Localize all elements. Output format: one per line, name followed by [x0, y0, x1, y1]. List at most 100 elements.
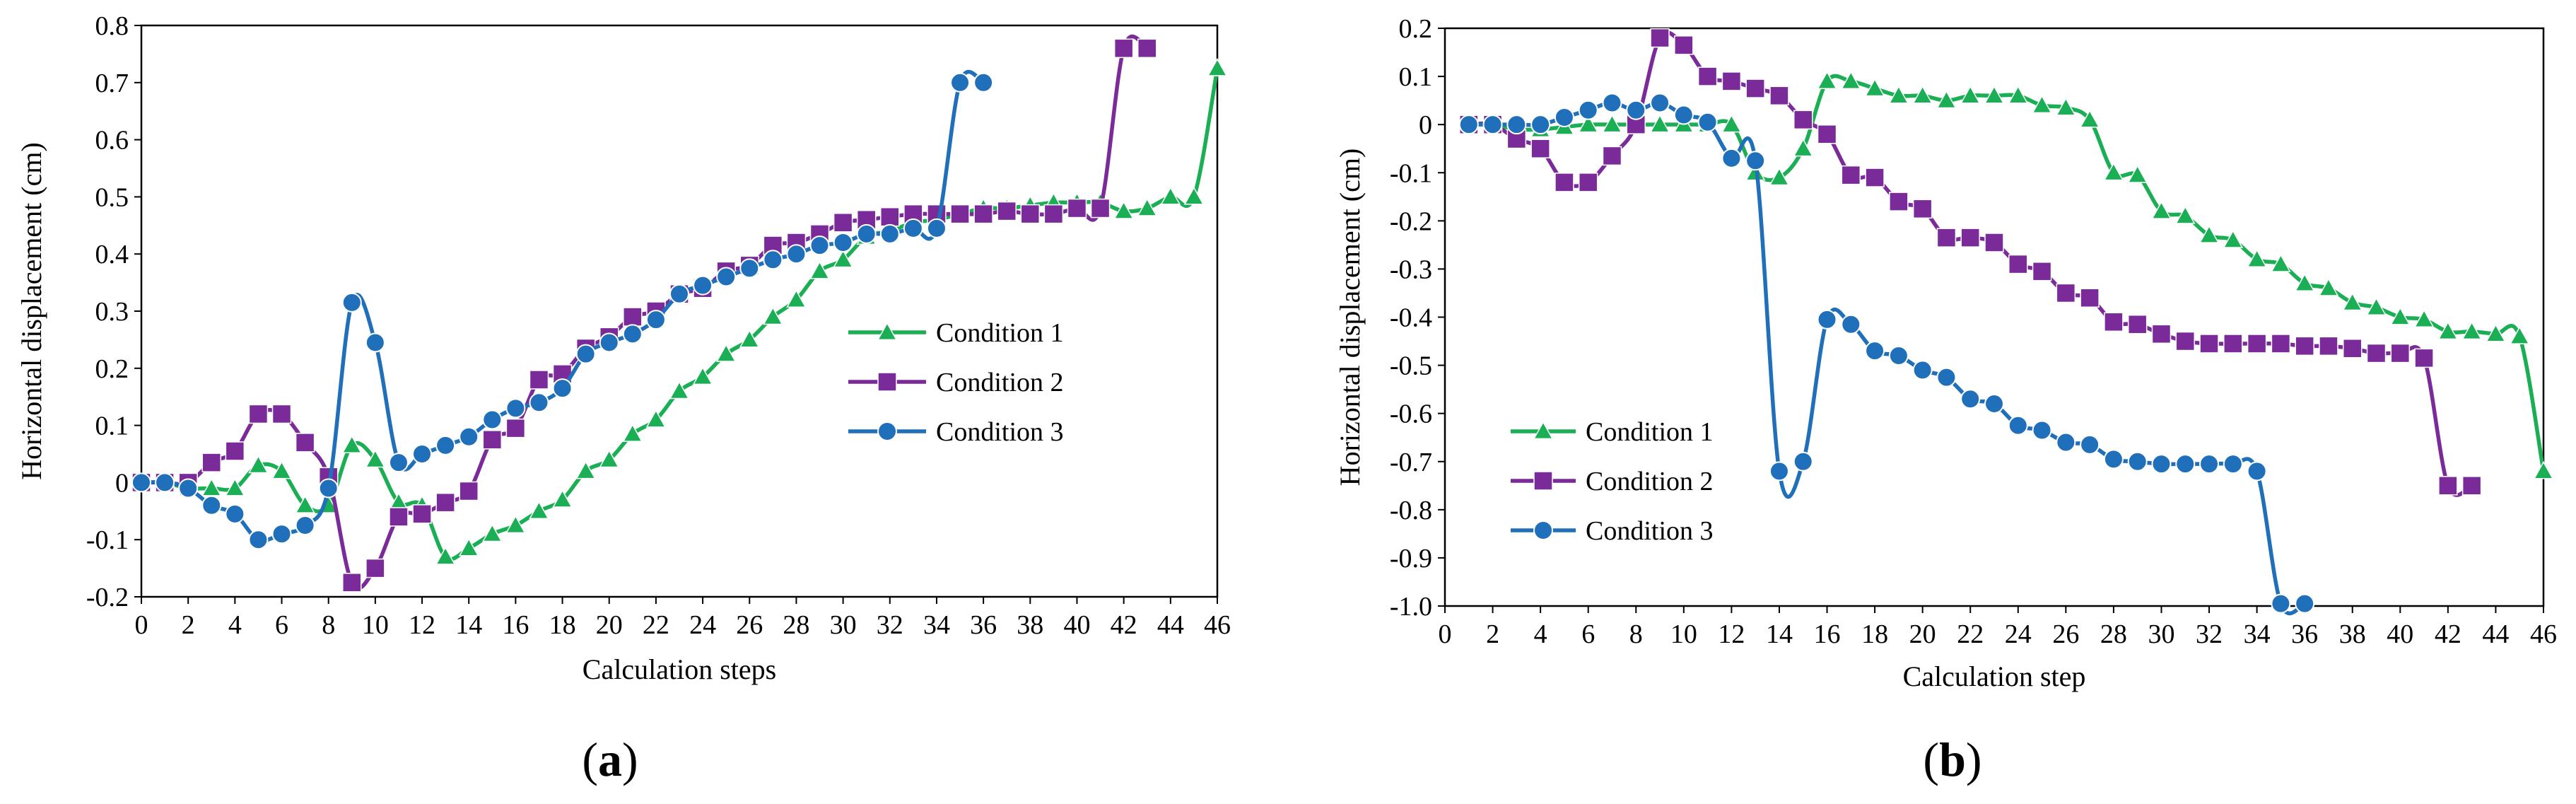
chart-b-data-point-condition-2 — [1817, 124, 1837, 144]
chart-b-data-point-condition-1 — [1936, 90, 1957, 109]
chart-a-data-point-condition-3 — [225, 503, 245, 524]
chart-b-data-point-condition-1 — [1602, 114, 1622, 133]
chart-b-data-point-condition-2 — [1960, 228, 1980, 247]
chart-b-x-tick-label: 10 — [1670, 619, 1697, 649]
chart-a-y-tick-label: 0 — [115, 468, 129, 498]
chart-a-data-point-condition-3 — [809, 235, 830, 256]
chart-a-x-tick-label: 0 — [135, 610, 148, 640]
chart-a-y-tick-label: 0.8 — [95, 11, 129, 41]
chart-b-y-tick-label: -0.2 — [1390, 206, 1432, 236]
chart-b-panel-label-paren: ) — [1966, 733, 1982, 786]
chart-b-data-point-condition-2 — [1555, 173, 1574, 192]
chart-a-data-point-condition-3 — [693, 275, 713, 296]
chart-b-data-point-condition-1 — [2103, 162, 2124, 181]
chart-b-x-tick-label: 36 — [2291, 619, 2318, 649]
chart-a-data-point-condition-1 — [225, 477, 245, 496]
chart-b-data-point-condition-1 — [2151, 201, 2172, 219]
chart-b-x-tick-label: 4 — [1534, 619, 1547, 649]
chart-a-data-point-condition-3 — [716, 267, 737, 287]
chart-b-data-point-condition-1 — [1912, 85, 1933, 104]
chart-a-panel-label: (a) — [582, 733, 638, 786]
chart-a-data-point-condition-3 — [529, 392, 549, 413]
chart-b-data-point-condition-3 — [2151, 454, 2172, 474]
chart-b-data-point-condition-2 — [2080, 288, 2100, 308]
chart-a-data-point-condition-1 — [833, 249, 853, 268]
chart-b-x-tick-label: 24 — [2005, 619, 2032, 649]
chart-b-data-point-condition-1 — [2199, 225, 2220, 243]
chart-b-data-point-condition-2 — [1984, 233, 2004, 252]
chart-b-data-point-condition-2 — [1650, 28, 1670, 48]
chart-a-data-point-condition-2 — [482, 430, 503, 450]
chart-a-data-point-condition-3 — [786, 244, 807, 264]
chart-a-data-point-condition-2 — [435, 492, 455, 513]
chart-b-data-point-condition-3 — [2247, 461, 2267, 482]
chart-b-data-point-condition-3 — [2080, 434, 2100, 455]
chart-a-x-axis-title: Calculation steps — [582, 653, 776, 685]
chart-a-data-point-condition-2 — [1113, 38, 1134, 59]
chart-a-data-point-condition-3 — [856, 223, 877, 244]
chart-a-data-point-condition-2 — [1137, 38, 1157, 59]
chart-a-y-axis-title: Horizontal displacement (cm) — [16, 142, 47, 480]
chart-b-data-point-condition-2 — [2199, 334, 2219, 354]
chart-b-panel-label-paren: ( — [1923, 733, 1939, 786]
chart-a-data-point-condition-3 — [903, 218, 923, 238]
chart-a-data-point-condition-3 — [271, 524, 292, 544]
chart-b-data-point-condition-2 — [2127, 314, 2148, 334]
chart-a-y-tick-label: 0.5 — [95, 182, 129, 212]
chart-b-data-point-condition-2 — [1721, 71, 1742, 91]
chart-b-x-tick-label: 46 — [2530, 619, 2557, 649]
chart-b-data-point-condition-2 — [2056, 283, 2076, 303]
chart-a-x-tick-label: 46 — [1204, 610, 1231, 640]
chart-b-data-point-condition-1 — [2486, 323, 2506, 342]
chart-a-legend-label: Condition 3 — [936, 417, 1064, 447]
chart-a-data-point-condition-2 — [248, 404, 269, 424]
chart-b-data-point-condition-1 — [1960, 85, 1981, 104]
chart-b-x-tick-label: 20 — [1909, 619, 1936, 649]
chart-a-data-point-condition-1 — [435, 546, 456, 565]
chart-a-data-point-condition-1 — [552, 489, 573, 508]
chart-a-x-tick-label: 26 — [736, 610, 763, 640]
chart-b-data-point-condition-1 — [2318, 278, 2339, 296]
chart-a-panel-label-paren: ) — [622, 733, 638, 786]
chart-a-legend-marker — [877, 421, 897, 441]
chart-b-data-point-condition-2 — [2438, 476, 2458, 496]
chart-a-y-tick-label: 0.4 — [95, 240, 129, 269]
chart-a-data-point-condition-2 — [389, 507, 409, 527]
chart-a-data-point-condition-2 — [225, 441, 245, 461]
panel-a-chart: -0.2-0.100.10.20.30.40.50.60.70.80 2 4 6 8 10… — [16, 11, 1231, 786]
chart-a-series-line-condition-1 — [139, 66, 1219, 561]
chart-b-data-point-condition-2 — [1674, 35, 1694, 55]
chart-a-x-tick-label: 24 — [689, 610, 716, 640]
chart-b-data-point-condition-3 — [1602, 93, 1622, 113]
chart-a-y-tick-label: -0.1 — [86, 525, 129, 555]
chart-a-data-point-condition-1 — [645, 409, 667, 428]
chart-b-data-point-condition-1 — [1578, 114, 1598, 133]
chart-a-data-point-condition-2 — [1090, 198, 1111, 219]
chart-b-legend-label: Condition 1 — [1586, 417, 1714, 447]
chart-a-legend-label: Condition 2 — [936, 368, 1064, 397]
chart-a-data-point-condition-3 — [318, 478, 339, 499]
chart-a-data-point-condition-2 — [295, 433, 315, 453]
chart-a-data-point-condition-3 — [645, 310, 666, 330]
chart-a-series-line-condition-3 — [139, 69, 985, 543]
chart-b-data-point-condition-3 — [1769, 461, 1789, 482]
chart-b-y-tick-label: 0.2 — [1399, 14, 1433, 44]
chart-b-data-point-condition-3 — [1506, 115, 1527, 135]
chart-a-x-tick-label: 32 — [877, 610, 903, 640]
chart-a-data-point-condition-1 — [739, 329, 760, 348]
chart-a-data-point-condition-3 — [879, 223, 900, 244]
chart-b-data-point-condition-2 — [2008, 254, 2028, 274]
chart-a-x-tick-label: 22 — [643, 610, 669, 640]
panel-b-chart: -1.0 -0.9 -0.8 -0.7 -0.6 -0.5 -0.4 -0.3 -0.2 -0.1… — [1334, 14, 2557, 786]
chart-b-data-point-condition-1 — [2294, 273, 2315, 291]
chart-b-data-point-condition-1 — [2223, 230, 2244, 248]
chart-b-y-tick-label: -0.7 — [1390, 448, 1432, 477]
chart-a-x-tick-label: 40 — [1063, 610, 1090, 640]
chart-a-data-point-condition-3 — [973, 72, 994, 93]
chart-b-y-tick-label: -0.5 — [1390, 351, 1432, 381]
chart-b-data-point-condition-1 — [1864, 78, 1885, 97]
chart-b-panel-label-letter: b — [1939, 733, 1966, 786]
chart-a-data-point-condition-1 — [529, 501, 549, 519]
chart-a-data-point-condition-3 — [926, 218, 947, 238]
chart-a-data-point-condition-3 — [575, 344, 596, 364]
